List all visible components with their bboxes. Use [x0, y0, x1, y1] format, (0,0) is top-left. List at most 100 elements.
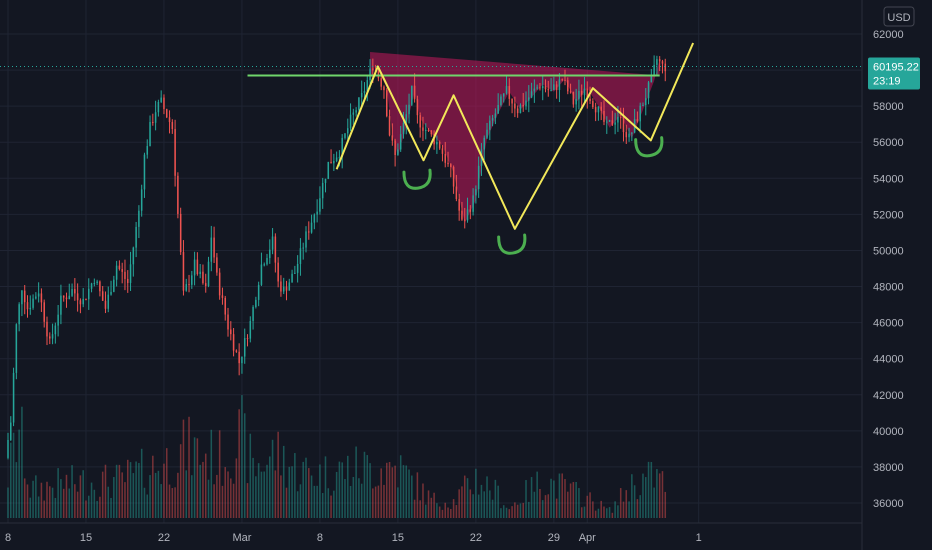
candle-body: [491, 118, 494, 121]
volume-bar: [522, 502, 524, 518]
candle-body: [349, 114, 352, 129]
candle-body: [140, 189, 143, 211]
volume-bar: [182, 419, 185, 518]
volume-bar: [639, 495, 641, 518]
volume-bar: [260, 471, 263, 518]
y-tick-label: 42000: [873, 390, 904, 402]
volume-bar: [555, 498, 558, 518]
candle-body: [444, 153, 447, 163]
candle-body: [505, 86, 508, 94]
candle-body: [419, 115, 421, 128]
candle-body: [115, 265, 118, 280]
candle-body: [74, 289, 76, 294]
candle-body: [600, 106, 602, 111]
candle-body: [536, 87, 538, 89]
candle-body: [255, 299, 257, 307]
candle-body: [647, 82, 650, 99]
volume-bar: [580, 507, 583, 518]
volume-bar: [514, 502, 516, 518]
volume-bar: [466, 478, 469, 518]
volume-bar: [62, 488, 65, 518]
candle-body: [611, 120, 614, 125]
volume-bar: [388, 461, 391, 518]
candle-layer: [7, 55, 667, 460]
candle-body: [57, 314, 59, 326]
volume-bar: [140, 448, 143, 518]
volume-bar: [37, 496, 40, 518]
candle-body: [569, 91, 572, 93]
volume-bar: [269, 456, 271, 518]
volume-bar: [385, 462, 388, 518]
candle-body: [18, 304, 20, 325]
candle-body: [182, 252, 185, 291]
candle-body: [333, 161, 335, 164]
candle-body: [402, 122, 405, 135]
candle-body: [519, 105, 522, 114]
volume-bar: [413, 499, 416, 518]
y-tick-label: 44000: [873, 354, 904, 366]
y-tick-label: 38000: [873, 462, 904, 474]
volume-bar: [241, 395, 243, 518]
trough-marker: [634, 136, 664, 158]
currency-badge[interactable]: [883, 6, 915, 27]
candle-body: [363, 90, 366, 93]
candle-body: [60, 295, 62, 315]
volume-bar: [480, 484, 483, 518]
x-tick-label: 29: [548, 532, 560, 544]
candle-body: [619, 117, 622, 119]
volume-bar: [494, 479, 497, 518]
volume-bar: [132, 473, 135, 518]
volume-bar: [216, 474, 218, 518]
volume-bar: [586, 495, 589, 518]
volume-bar: [204, 453, 207, 518]
volume-bar: [121, 472, 123, 518]
volume-bar: [252, 457, 254, 518]
volume-bar: [82, 470, 84, 518]
volume-bar: [452, 499, 455, 518]
candle-body: [107, 294, 110, 309]
volume-bar: [21, 406, 23, 518]
volume-bar: [436, 503, 438, 518]
volume-bar: [617, 505, 619, 518]
candle-body: [408, 104, 410, 115]
candle-body: [62, 295, 65, 298]
candle-body: [90, 283, 93, 289]
candle-body: [129, 264, 132, 283]
candle-body: [68, 295, 71, 300]
volume-bar: [661, 471, 664, 518]
volume-bar: [383, 484, 385, 518]
candle-body: [310, 222, 313, 233]
candle-body: [427, 129, 430, 131]
volume-bar: [299, 484, 302, 518]
volume-bar: [628, 501, 630, 518]
candle-body: [644, 98, 647, 106]
candle-body: [121, 269, 123, 272]
candle-body: [413, 85, 416, 100]
candle-body: [282, 286, 285, 292]
volume-bar: [249, 433, 252, 518]
volume-bar: [433, 492, 435, 518]
pattern-outline: [335, 42, 695, 230]
volume-bar: [118, 464, 121, 518]
candle-body: [327, 161, 330, 179]
candle-body: [168, 117, 171, 123]
volume-bar: [633, 485, 636, 518]
volume-bar: [110, 497, 112, 518]
candle-body: [550, 89, 552, 91]
candle-body: [157, 101, 160, 113]
y-tick-label: 50000: [873, 245, 904, 257]
candle-body: [87, 288, 90, 300]
candle-body: [188, 284, 190, 286]
volume-bar: [154, 472, 157, 518]
candle-body: [555, 84, 558, 90]
volume-bar: [530, 477, 533, 518]
volume-bar: [625, 490, 628, 518]
volume-bar: [296, 491, 299, 518]
candle-body: [54, 325, 57, 335]
volume-bar: [243, 413, 246, 518]
volume-bar: [575, 482, 577, 518]
volume-bar: [419, 500, 421, 518]
volume-bar: [10, 442, 12, 518]
candle-body: [497, 105, 499, 114]
